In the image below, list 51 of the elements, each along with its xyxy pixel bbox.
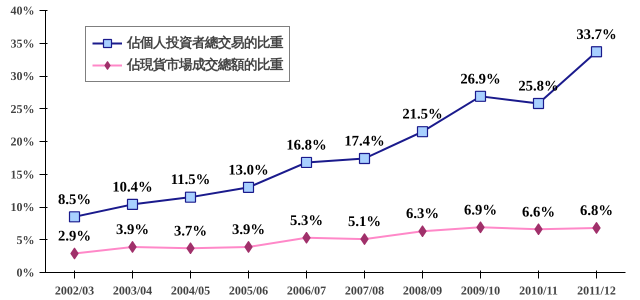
data-label: 6.9% [464,202,497,218]
data-label: 6.6% [522,204,555,220]
x-tick-label: 2005/06 [228,284,268,298]
x-tick-label: 2009/10 [460,284,500,298]
y-tick-label: 35% [10,36,34,50]
data-label: 16.8% [286,137,327,154]
legend-label: 佔現貨市場成交總額的比重 [127,56,283,74]
point [68,211,80,222]
data-label: 26.9% [460,71,501,88]
x-tick-label: 2004/05 [170,284,210,298]
data-label: 3.7% [174,223,207,240]
data-label: 17.4% [344,134,385,150]
y-tick-label: 10% [10,200,34,214]
x-tick-label: 2010/11 [519,284,558,298]
data-label: 3.9% [232,222,265,238]
data-label: 21.5% [402,106,443,123]
x-tick-label: 2002/03 [54,284,94,298]
data-label: 5.3% [290,212,323,229]
data-label: 10.4% [112,179,153,196]
point [474,90,486,102]
y-tick-label: 30% [10,69,34,83]
point [300,156,312,168]
data-label: 3.9% [116,222,149,238]
x-tick-label: 2011/12 [577,284,616,298]
point [416,126,428,138]
point [532,98,544,110]
y-tick-label: 5% [16,232,34,247]
point [184,192,196,203]
data-label: 25.8% [518,78,559,95]
point [242,182,254,193]
data-label: 13.0% [228,162,269,178]
y-tick-label: 40% [10,4,34,18]
point [126,198,138,210]
data-label: 2.9% [58,228,91,245]
data-label: 6.3% [406,206,439,222]
x-tick-label: 2006/07 [286,284,326,298]
data-label: 33.7% [576,26,617,43]
data-label: 6.8% [580,202,613,219]
y-tick-label: 0% [16,266,34,280]
y-tick-label: 15% [10,167,34,182]
data-label: 5.1% [348,214,381,230]
data-label: 8.5% [58,192,91,208]
x-tick-label: 2007/08 [344,284,384,298]
legend-label: 佔個人投資者總交易的比重 [127,34,283,52]
data-label: 11.5% [170,172,210,188]
y-tick-label: 20% [10,134,34,148]
x-tick-label: 2003/04 [112,284,152,298]
y-tick-label: 25% [10,102,34,116]
x-tick-label: 2008/09 [402,284,442,298]
point [590,46,602,58]
point [358,152,370,164]
